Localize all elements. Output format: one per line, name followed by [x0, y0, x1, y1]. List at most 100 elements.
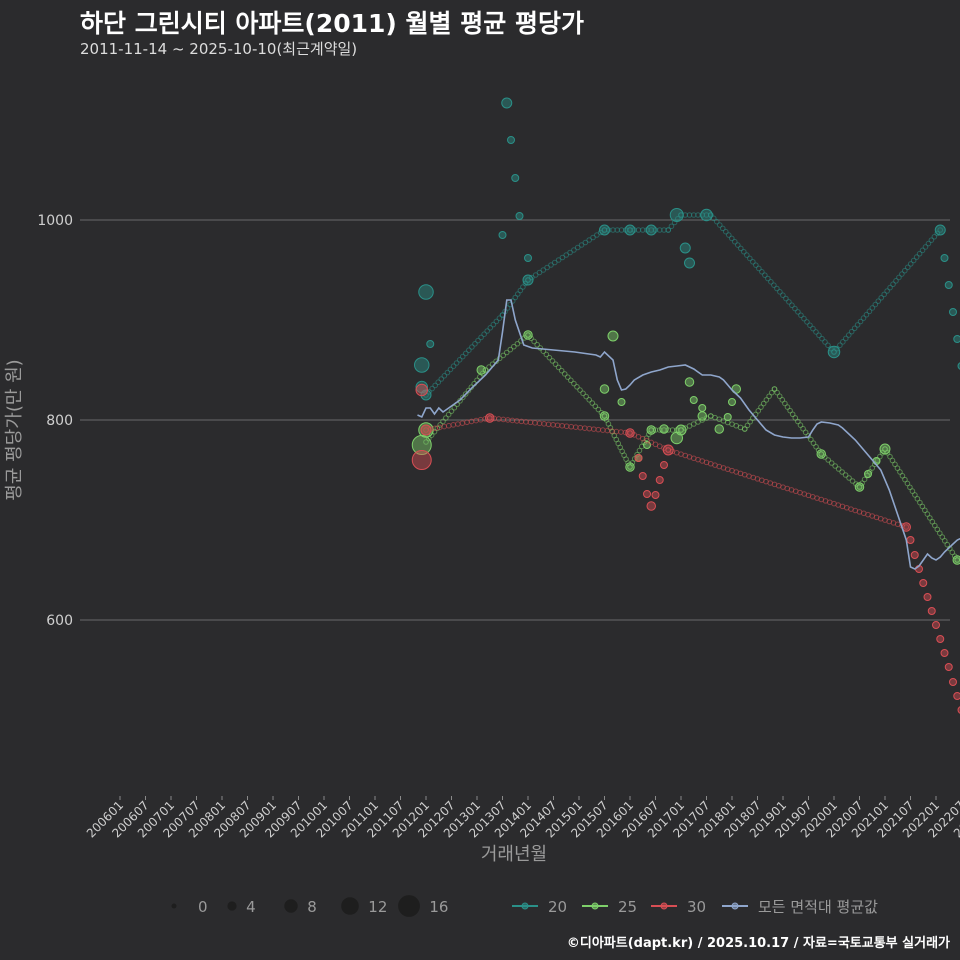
series-line-dot	[636, 447, 643, 454]
legend-label-2: 25	[618, 898, 637, 916]
data-point	[660, 461, 668, 469]
series-line-dot	[922, 244, 929, 250]
series-layer	[411, 97, 960, 714]
series-line-dot	[448, 408, 455, 414]
data-point	[625, 462, 635, 472]
series-line-dot	[894, 465, 901, 471]
series-line-dot	[815, 447, 822, 454]
y-axis-ticks: 600 800 1000	[37, 213, 73, 629]
series-line-dot	[861, 476, 868, 483]
series-line-dot	[728, 235, 735, 242]
series-line-dot	[771, 386, 778, 392]
data-point	[679, 242, 691, 254]
data-point	[625, 428, 635, 438]
series-line-dot	[559, 254, 566, 261]
series-line-dot	[893, 278, 899, 284]
legend-label-4: 모든 면적대 평균값	[758, 898, 878, 916]
series-line-dot	[899, 271, 905, 277]
data-point	[919, 579, 928, 587]
series-line-dot	[459, 420, 466, 426]
data-point	[645, 224, 657, 236]
size-legend-dot	[341, 897, 359, 915]
data-point	[498, 231, 507, 239]
series-line-dot	[798, 312, 804, 319]
series-line-dot	[884, 288, 890, 294]
series-line-dot	[475, 337, 481, 344]
data-point	[599, 411, 610, 421]
data-point	[698, 404, 707, 412]
series-line-dot	[832, 463, 838, 469]
size-legend-label: 0	[198, 898, 208, 916]
size-legend-label: 12	[368, 898, 387, 916]
series-line-dot	[431, 428, 438, 435]
data-point	[669, 208, 684, 222]
series-line-dot	[771, 282, 777, 288]
data-point	[936, 635, 945, 643]
x-axis-title: 거래년월	[481, 844, 547, 865]
y-tick-label: 600	[46, 613, 73, 629]
series-line-dot	[558, 367, 565, 374]
series-line-dot	[532, 272, 539, 278]
series-line-dot	[528, 335, 534, 342]
series-line-dot	[460, 394, 466, 401]
series-line-dot	[473, 417, 479, 424]
size-legend-label: 4	[246, 898, 256, 916]
source-footer: ©디아파트(dapt.kr) / 2025.10.17 / 자료=국토교통부 실…	[566, 936, 950, 951]
series-line-dot	[808, 436, 814, 443]
series-line-dot	[735, 242, 741, 248]
series-line-dot	[447, 366, 454, 373]
data-point	[411, 450, 432, 470]
series-line-dot	[543, 351, 550, 358]
series-line-dot	[759, 269, 765, 275]
series-line-dot	[784, 404, 791, 410]
series-line-dot	[766, 393, 772, 400]
series-line-dot	[507, 346, 514, 353]
series-line-dot	[787, 407, 793, 414]
series-line-dot	[478, 334, 484, 341]
series-line-dot	[503, 349, 510, 356]
series-line-dot	[890, 281, 896, 288]
series-line-dot	[758, 404, 764, 410]
series-line-dot	[927, 515, 933, 521]
series-line-dot	[525, 277, 531, 283]
series-line-dot	[780, 292, 786, 298]
series-line-dot	[568, 377, 574, 384]
data-point	[923, 593, 932, 601]
data-point	[684, 257, 695, 269]
data-point	[953, 692, 960, 700]
series-line-dot	[750, 258, 756, 265]
data-point	[944, 281, 953, 289]
data-point	[689, 396, 698, 404]
series-line-dot	[578, 242, 585, 248]
series-line-dot	[741, 248, 747, 255]
series-line-dot	[423, 439, 429, 445]
series-line-dot	[495, 416, 502, 422]
data-point	[940, 254, 949, 262]
series-line-dot	[881, 291, 887, 298]
series-line-dot	[482, 367, 489, 373]
series-line-dot	[540, 267, 547, 273]
series-line-dot	[525, 332, 531, 338]
series-line-dot	[568, 423, 574, 430]
series-line-dot	[574, 384, 580, 390]
series-line-dot	[581, 425, 588, 431]
series-line-dot	[589, 400, 596, 406]
series-line-dot	[435, 379, 442, 386]
series-line-dot	[481, 331, 487, 338]
series-line-dot	[789, 411, 796, 418]
series-line-dot	[813, 329, 819, 335]
series-line-dot	[843, 335, 849, 342]
series-line-dot	[768, 279, 774, 285]
series-line-dot	[594, 232, 600, 238]
y-tick-label: 1000	[37, 213, 73, 229]
series-line-dot	[939, 534, 946, 540]
series-line-dot	[916, 250, 923, 257]
series-line-dot	[440, 418, 446, 425]
data-point	[700, 208, 713, 222]
series-line-dot	[818, 451, 825, 457]
series-line-dot	[860, 315, 867, 321]
series-line-dot	[854, 322, 861, 328]
series-line-dot	[774, 389, 780, 396]
series-line-dot	[668, 223, 675, 230]
data-point	[949, 308, 957, 316]
